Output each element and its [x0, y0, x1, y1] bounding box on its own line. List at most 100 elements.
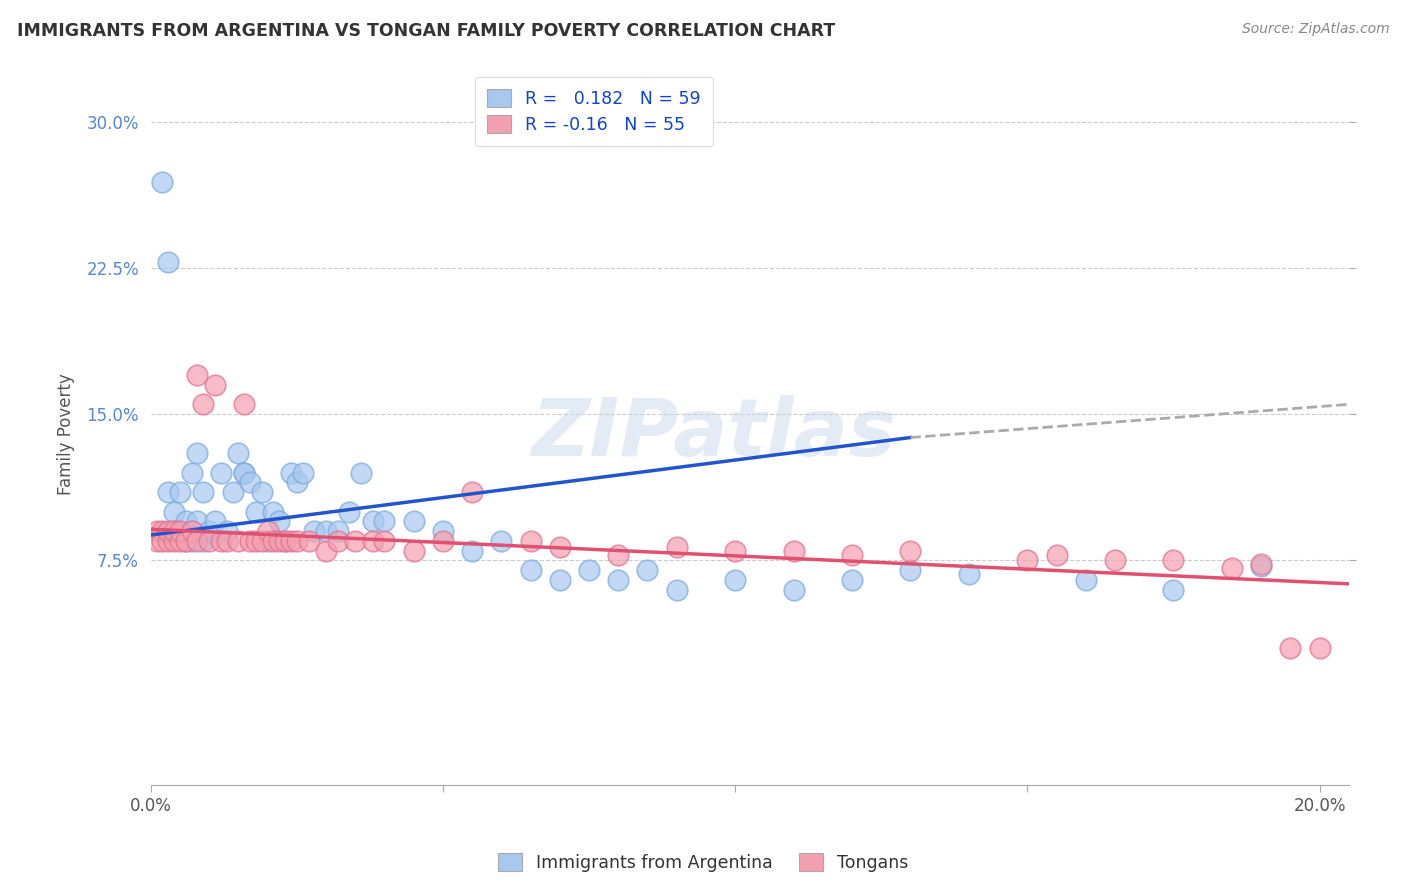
Point	[163, 533, 186, 548]
Point	[169, 524, 191, 538]
Point	[157, 524, 180, 538]
Point	[1250, 558, 1272, 572]
Point	[233, 466, 256, 480]
Point	[461, 543, 484, 558]
Point	[1250, 559, 1272, 574]
Point	[198, 524, 221, 538]
Point	[256, 533, 278, 548]
Point	[1309, 641, 1331, 656]
Point	[280, 533, 302, 548]
Point	[269, 515, 291, 529]
Point	[1220, 561, 1243, 575]
Point	[841, 573, 863, 587]
Point	[274, 533, 297, 548]
Point	[152, 524, 174, 538]
Point	[1163, 553, 1185, 567]
Point	[315, 543, 337, 558]
Point	[1104, 553, 1126, 567]
Point	[180, 524, 202, 538]
Point	[361, 515, 384, 529]
Point	[291, 466, 314, 480]
Legend: R =   0.182   N = 59, R = -0.16   N = 55: R = 0.182 N = 59, R = -0.16 N = 55	[475, 77, 713, 146]
Text: ZIPatlas: ZIPatlas	[531, 394, 897, 473]
Point	[1279, 641, 1302, 656]
Point	[402, 543, 425, 558]
Point	[152, 533, 174, 548]
Point	[461, 485, 484, 500]
Point	[665, 582, 688, 597]
Point	[186, 533, 208, 548]
Point	[174, 515, 197, 529]
Point	[841, 548, 863, 562]
Point	[607, 573, 630, 587]
Point	[193, 533, 215, 548]
Point	[215, 533, 238, 548]
Point	[315, 524, 337, 538]
Legend: Immigrants from Argentina, Tongans: Immigrants from Argentina, Tongans	[491, 847, 915, 879]
Point	[432, 533, 454, 548]
Point	[245, 505, 267, 519]
Point	[186, 368, 208, 383]
Point	[198, 533, 221, 548]
Point	[344, 533, 367, 548]
Point	[1045, 548, 1067, 562]
Text: IMMIGRANTS FROM ARGENTINA VS TONGAN FAMILY POVERTY CORRELATION CHART: IMMIGRANTS FROM ARGENTINA VS TONGAN FAMI…	[17, 22, 835, 40]
Point	[578, 563, 600, 577]
Point	[373, 515, 395, 529]
Point	[782, 543, 804, 558]
Point	[256, 524, 278, 538]
Point	[326, 524, 349, 538]
Point	[228, 533, 250, 548]
Point	[491, 533, 513, 548]
Point	[180, 466, 202, 480]
Point	[250, 485, 273, 500]
Point	[174, 533, 197, 548]
Text: Source: ZipAtlas.com: Source: ZipAtlas.com	[1241, 22, 1389, 37]
Point	[169, 533, 191, 548]
Point	[221, 485, 243, 500]
Point	[186, 446, 208, 460]
Point	[209, 466, 232, 480]
Point	[373, 533, 395, 548]
Point	[163, 524, 186, 538]
Point	[209, 533, 232, 548]
Point	[215, 524, 238, 538]
Point	[304, 524, 326, 538]
Point	[274, 533, 297, 548]
Point	[637, 563, 659, 577]
Point	[269, 533, 291, 548]
Point	[402, 515, 425, 529]
Point	[1017, 553, 1039, 567]
Point	[665, 540, 688, 554]
Point	[228, 446, 250, 460]
Point	[519, 563, 541, 577]
Point	[607, 548, 630, 562]
Point	[519, 533, 541, 548]
Point	[180, 524, 202, 538]
Point	[193, 485, 215, 500]
Point	[233, 397, 256, 411]
Point	[361, 533, 384, 548]
Point	[157, 533, 180, 548]
Point	[957, 567, 980, 582]
Point	[169, 524, 191, 538]
Point	[285, 533, 308, 548]
Point	[245, 533, 267, 548]
Point	[262, 505, 284, 519]
Point	[900, 543, 922, 558]
Point	[262, 533, 284, 548]
Y-axis label: Family Poverty: Family Poverty	[58, 373, 75, 494]
Point	[900, 563, 922, 577]
Point	[285, 475, 308, 490]
Point	[1074, 573, 1097, 587]
Point	[724, 573, 747, 587]
Point	[350, 466, 373, 480]
Point	[239, 533, 262, 548]
Point	[145, 533, 167, 548]
Point	[157, 485, 180, 500]
Point	[204, 515, 226, 529]
Point	[193, 397, 215, 411]
Point	[204, 377, 226, 392]
Point	[1163, 582, 1185, 597]
Point	[782, 582, 804, 597]
